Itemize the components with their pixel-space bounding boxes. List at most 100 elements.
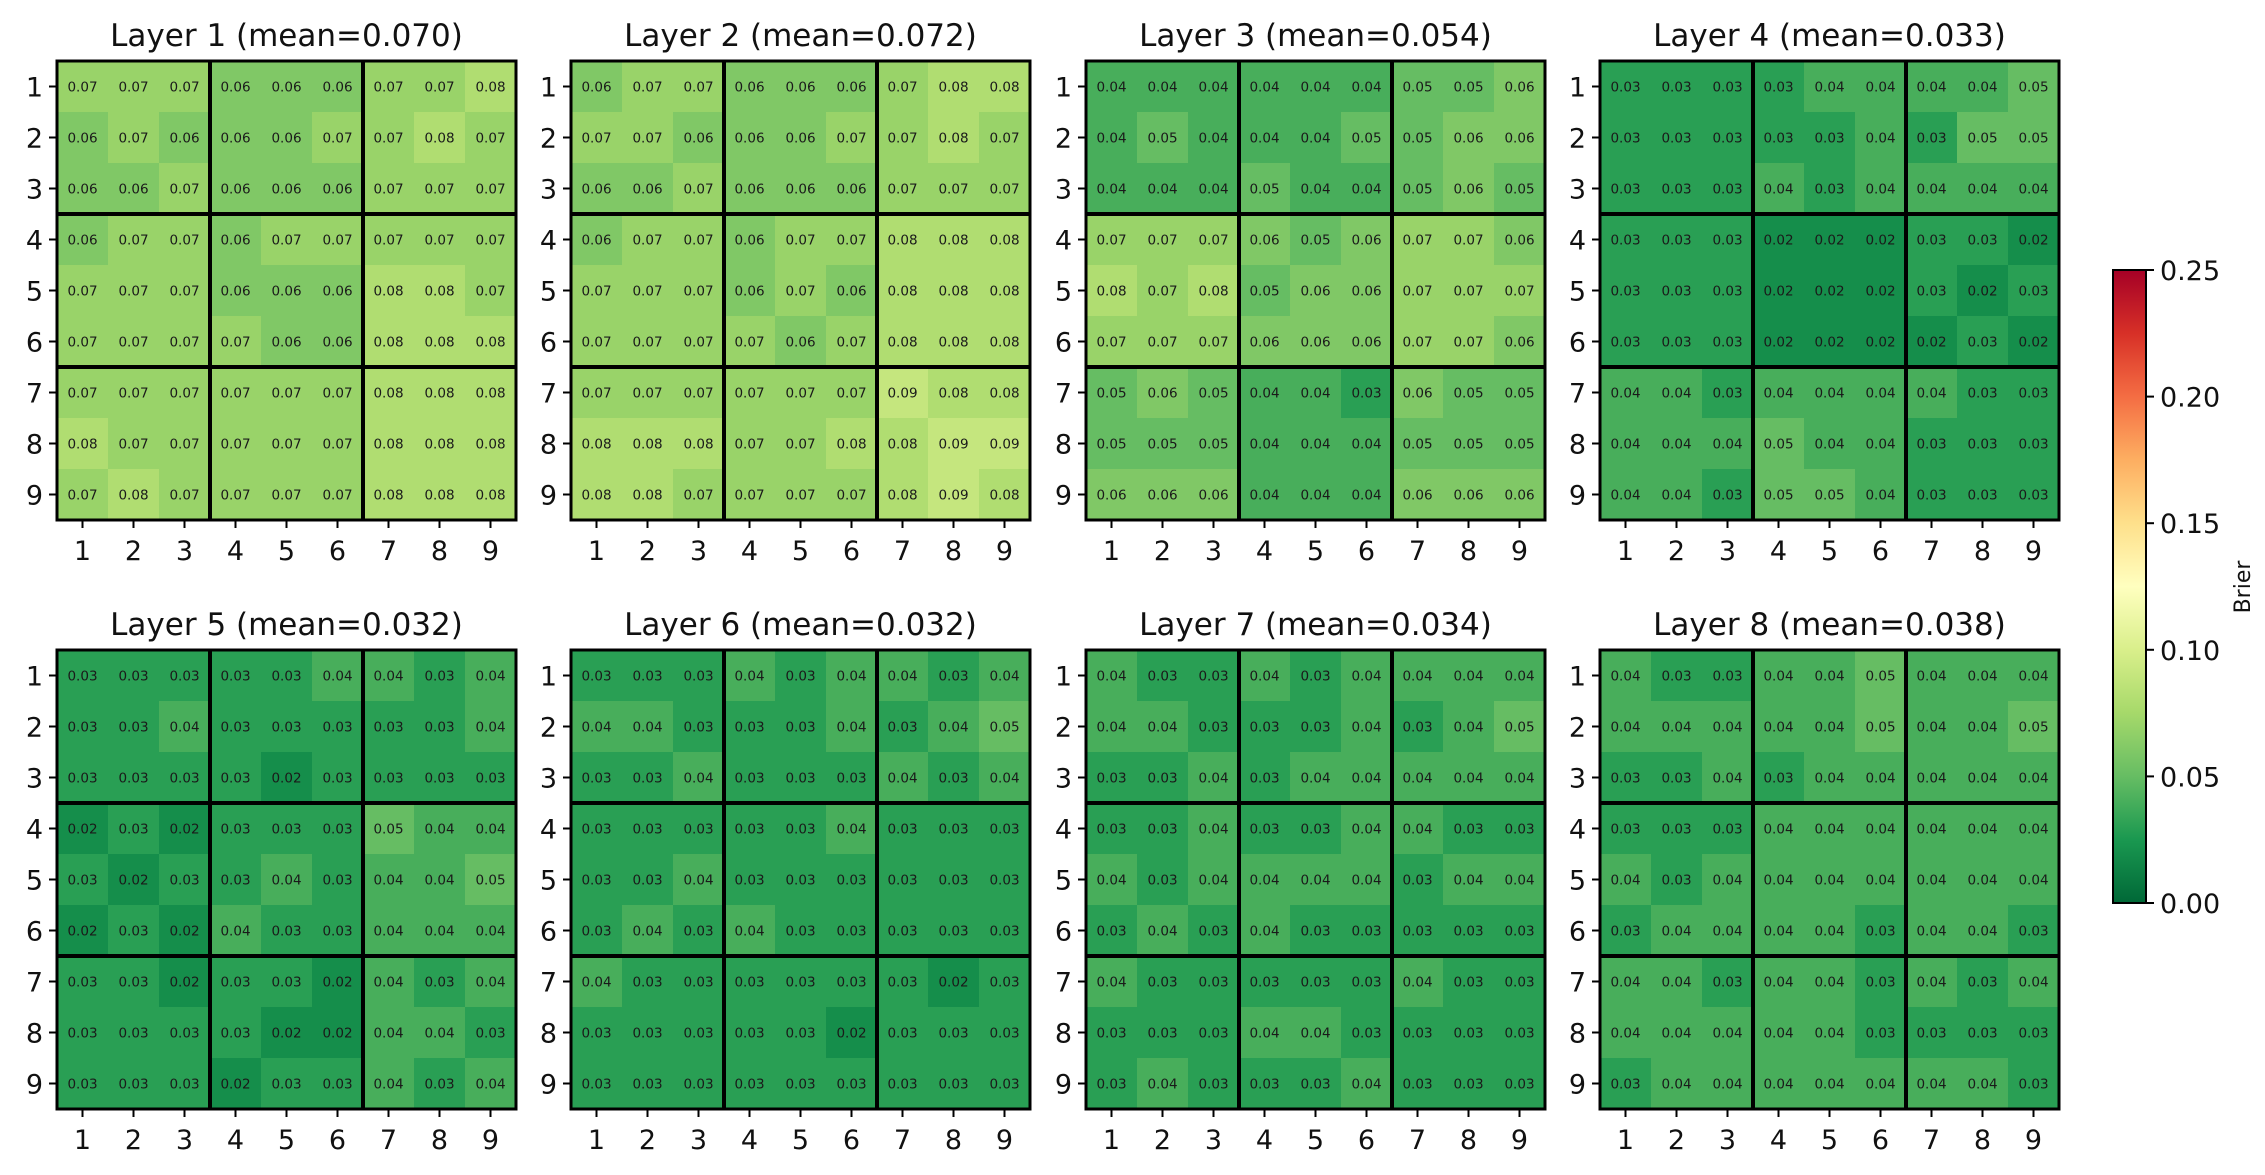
- cell-value-label: 0.08: [836, 437, 866, 453]
- y-tick-label: 8: [1055, 1019, 1072, 1050]
- heatmap-cell: [2008, 163, 2060, 215]
- heatmap-cell: [1494, 418, 1546, 470]
- heatmap-cell: [1188, 265, 1240, 317]
- heatmap-cell: [622, 701, 674, 753]
- cell-value-label: 0.03: [785, 720, 815, 736]
- x-tick-label: 8: [1974, 1125, 1991, 1156]
- cell-value-label: 0.03: [169, 669, 199, 685]
- cell-value-label: 0.04: [1916, 80, 1946, 96]
- heatmap-cell: [261, 469, 313, 521]
- heatmap-cell: [159, 112, 211, 164]
- heatmap-cell: [1855, 265, 1907, 317]
- x-tick-label: 2: [1668, 536, 1685, 567]
- cell-value-label: 0.03: [67, 975, 97, 991]
- cell-value-label: 0.03: [1351, 924, 1381, 940]
- heatmap-cell: [877, 367, 929, 419]
- cell-value-label: 0.04: [1916, 1077, 1946, 1093]
- heatmap-cell: [1855, 469, 1907, 521]
- heatmap-cell: [1137, 316, 1189, 368]
- x-tick-label: 3: [176, 1125, 193, 1156]
- heatmap-cell: [1702, 367, 1754, 419]
- cell-value-label: 0.02: [1814, 335, 1844, 351]
- cell-value-label: 0.04: [1916, 771, 1946, 787]
- heatmap-cell: [724, 418, 776, 470]
- cell-value-label: 0.04: [1865, 822, 1895, 838]
- y-tick-label: 2: [540, 124, 557, 155]
- cell-value-label: 0.04: [1763, 822, 1793, 838]
- cell-value-label: 0.03: [1661, 182, 1691, 198]
- cell-value-label: 0.03: [938, 1077, 968, 1093]
- cell-value-label: 0.07: [1453, 284, 1483, 300]
- heatmap-cell: [108, 956, 160, 1008]
- heatmap-cell: [414, 367, 466, 419]
- heatmap-cell: [928, 854, 980, 906]
- heatmap-cell: [363, 112, 415, 164]
- cell-value-label: 0.04: [373, 669, 403, 685]
- cell-value-label: 0.03: [1504, 822, 1534, 838]
- cell-value-label: 0.03: [475, 1026, 505, 1042]
- cell-value-label: 0.05: [1402, 437, 1432, 453]
- heatmap-cell: [1702, 112, 1754, 164]
- cell-value-label: 0.06: [1351, 233, 1381, 249]
- heatmap-cell: [1906, 803, 1958, 855]
- heatmap-cell: [57, 701, 109, 753]
- cell-value-label: 0.04: [1661, 1026, 1691, 1042]
- cell-value-label: 0.04: [887, 771, 917, 787]
- heatmap-cell: [108, 163, 160, 215]
- heatmap-cell: [1290, 61, 1342, 113]
- heatmap-cell: [673, 418, 725, 470]
- cell-value-label: 0.03: [424, 669, 454, 685]
- cell-value-label: 0.04: [1198, 771, 1228, 787]
- cell-value-label: 0.03: [2018, 284, 2048, 300]
- cell-value-label: 0.04: [1712, 771, 1742, 787]
- cell-value-label: 0.04: [632, 720, 662, 736]
- heatmap-cell: [571, 418, 623, 470]
- x-tick-label: 3: [1719, 536, 1736, 567]
- heatmap-cell: [1651, 905, 1703, 957]
- heatmap-cell: [1957, 367, 2009, 419]
- cell-value-label: 0.05: [1504, 720, 1534, 736]
- heatmap-cell: [1341, 752, 1393, 804]
- cell-value-label: 0.04: [887, 669, 917, 685]
- heatmap-cell: [1239, 956, 1291, 1008]
- cell-value-label: 0.03: [1096, 1077, 1126, 1093]
- heatmap-cell: [414, 469, 466, 521]
- heatmap-cell: [1494, 854, 1546, 906]
- cell-value-label: 0.04: [1814, 975, 1844, 991]
- cell-value-label: 0.05: [2018, 131, 2048, 147]
- heatmap-cell: [1290, 1058, 1342, 1110]
- heatmap-cell: [1906, 1007, 1958, 1059]
- cell-value-label: 0.06: [785, 80, 815, 96]
- heatmap-cell: [1392, 112, 1444, 164]
- heatmap-cell: [363, 61, 415, 113]
- heatmap-cell: [979, 803, 1031, 855]
- heatmap-cell: [1341, 956, 1393, 1008]
- heatmap-cell: [1086, 752, 1138, 804]
- cell-value-label: 0.04: [1967, 771, 1997, 787]
- heatmap-cell: [1753, 854, 1805, 906]
- heatmap-cell: [1600, 803, 1652, 855]
- heatmap-cell: [159, 163, 211, 215]
- heatmap-cell: [1855, 650, 1907, 702]
- cell-value-label: 0.04: [1453, 669, 1483, 685]
- heatmap-cell: [363, 316, 415, 368]
- heatmap-cell: [414, 163, 466, 215]
- heatmap-cell: [1753, 367, 1805, 419]
- cell-value-label: 0.08: [938, 335, 968, 351]
- heatmap-cell: [1753, 316, 1805, 368]
- heatmap-cell: [57, 803, 109, 855]
- cell-value-label: 0.07: [1402, 335, 1432, 351]
- heatmap-cell: [1494, 701, 1546, 753]
- cell-value-label: 0.08: [475, 386, 505, 402]
- y-tick-label: 7: [26, 968, 43, 999]
- heatmap-cell: [210, 265, 262, 317]
- heatmap-cell: [1804, 1058, 1856, 1110]
- heatmap-cell: [1855, 316, 1907, 368]
- cell-value-label: 0.03: [989, 873, 1019, 889]
- cell-value-label: 0.04: [683, 873, 713, 889]
- heatmap-cell: [2008, 214, 2060, 266]
- heatmap-cell: [1290, 418, 1342, 470]
- heatmap-cell: [1443, 61, 1495, 113]
- heatmap-cell: [826, 701, 878, 753]
- cell-value-label: 0.04: [373, 1077, 403, 1093]
